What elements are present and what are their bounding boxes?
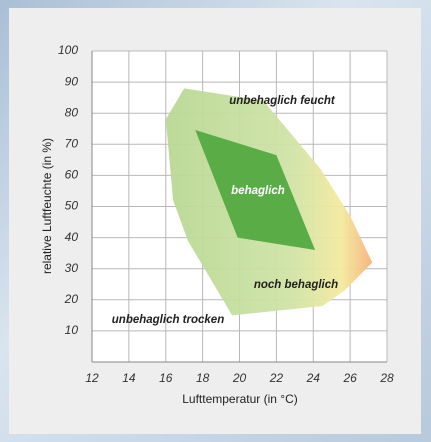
x-tick-label: 28 — [379, 371, 394, 385]
y-tick-label: 40 — [65, 230, 79, 244]
y-tick-label: 80 — [65, 105, 79, 119]
x-tick-label: 22 — [269, 371, 284, 385]
y-tick-label: 30 — [65, 261, 79, 275]
x-tick-label: 12 — [85, 371, 99, 385]
y-tick-label: 50 — [65, 199, 79, 213]
annotation: unbehaglich feucht — [229, 95, 336, 107]
x-tick-label: 26 — [342, 371, 357, 385]
zone — [195, 129, 316, 251]
x-tick-label: 14 — [122, 371, 136, 385]
annotation: behaglich — [231, 185, 285, 197]
y-tick-label: 20 — [64, 292, 79, 306]
y-tick-label: 70 — [65, 136, 79, 150]
annotation: unbehaglich trocken — [112, 314, 224, 326]
y-tick-label: 90 — [65, 74, 79, 88]
x-tick-label: 20 — [232, 371, 247, 385]
x-tick-label: 16 — [159, 371, 173, 385]
x-tick-label: 24 — [306, 371, 321, 385]
y-tick-label: 100 — [58, 43, 78, 57]
x-axis-label: Lufttemperatur (in °C) — [182, 392, 298, 406]
y-axis-label: relative Luftfeuchte (in %) — [40, 138, 54, 274]
annotation: noch behaglich — [254, 279, 338, 291]
x-tick-label: 18 — [196, 371, 210, 385]
y-tick-label: 60 — [65, 168, 79, 182]
y-tick-label: 10 — [65, 323, 79, 337]
